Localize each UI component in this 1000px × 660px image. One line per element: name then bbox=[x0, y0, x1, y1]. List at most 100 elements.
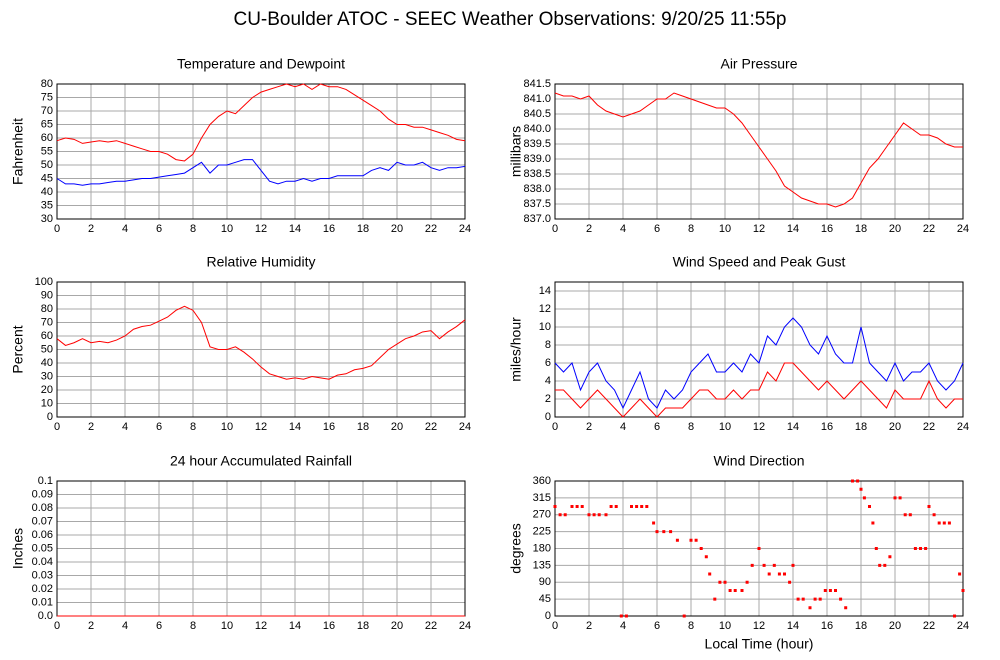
point bbox=[723, 580, 727, 584]
y-tick-label: 0.02 bbox=[32, 583, 53, 595]
point bbox=[924, 547, 928, 550]
y-tick-label: 4 bbox=[545, 375, 551, 387]
point bbox=[750, 563, 754, 567]
point bbox=[570, 505, 574, 508]
y-tick-label: 0.04 bbox=[32, 556, 53, 568]
x-tick-label: 18 bbox=[855, 620, 867, 632]
point bbox=[828, 589, 832, 592]
y-tick-label: 30 bbox=[41, 213, 53, 225]
y-tick-label: 837.5 bbox=[523, 198, 551, 210]
x-tick-label: 8 bbox=[688, 620, 694, 632]
series-line bbox=[56, 83, 466, 162]
plot-frame bbox=[554, 83, 964, 220]
plot-frame bbox=[554, 281, 964, 418]
x-tick-label: 22 bbox=[425, 223, 437, 235]
point bbox=[813, 597, 817, 601]
plot-frame bbox=[56, 281, 466, 418]
point bbox=[961, 589, 965, 592]
x-tick-label: 12 bbox=[255, 620, 267, 632]
point bbox=[614, 505, 618, 508]
point bbox=[947, 521, 951, 525]
x-tick-label: 14 bbox=[289, 223, 301, 235]
x-tick-label: 12 bbox=[753, 620, 765, 632]
y-tick-label: 80 bbox=[41, 303, 53, 315]
y-tick-label: 840.5 bbox=[523, 108, 551, 120]
x-tick-label: 0 bbox=[54, 421, 60, 433]
x-tick-label: 0 bbox=[54, 223, 60, 235]
x-tick-label: 18 bbox=[357, 421, 369, 433]
point bbox=[777, 572, 781, 576]
point bbox=[856, 479, 860, 483]
x-tick-label: 14 bbox=[787, 421, 799, 433]
panel-title: Air Pressure bbox=[720, 56, 797, 72]
panel-title: Wind Speed and Peak Gust bbox=[673, 254, 846, 270]
x-tick-label: 8 bbox=[688, 223, 694, 235]
y-tick-label: 10 bbox=[41, 397, 53, 409]
y-tick-label: 50 bbox=[41, 159, 53, 171]
panel-title: Relative Humidity bbox=[207, 254, 316, 270]
y-tick-label: 0 bbox=[545, 411, 551, 423]
point bbox=[645, 505, 649, 508]
x-tick-label: 14 bbox=[289, 620, 301, 632]
x-tick-label: 10 bbox=[221, 421, 233, 433]
y-tick-label: 50 bbox=[41, 343, 53, 355]
point bbox=[913, 547, 917, 550]
point bbox=[624, 614, 628, 618]
point bbox=[772, 563, 776, 567]
y-tick-label: 840.0 bbox=[523, 123, 551, 135]
y-tick-label: 838.0 bbox=[523, 183, 551, 195]
x-tick-label: 20 bbox=[391, 223, 403, 235]
y-tick-label: 20 bbox=[41, 384, 53, 396]
x-tick-label: 2 bbox=[586, 421, 592, 433]
point bbox=[893, 496, 897, 500]
point bbox=[694, 538, 698, 542]
y-tick-label: 55 bbox=[41, 145, 53, 157]
y-tick-label: 40 bbox=[41, 186, 53, 198]
y-tick-label: 60 bbox=[41, 330, 53, 342]
point bbox=[883, 563, 887, 567]
point bbox=[898, 496, 902, 500]
x-tick-label: 20 bbox=[391, 620, 403, 632]
point bbox=[708, 572, 712, 576]
x-tick-label: 6 bbox=[654, 620, 660, 632]
y-axis-label: millibars bbox=[508, 126, 524, 177]
point bbox=[868, 505, 871, 508]
x-axis-label: Local Time (hour) bbox=[705, 636, 814, 652]
y-tick-label: 135 bbox=[533, 559, 551, 571]
page-title: CU-Boulder ATOC - SEEC Weather Observati… bbox=[233, 9, 786, 30]
y-tick-label: 0.0 bbox=[38, 610, 53, 622]
point bbox=[791, 563, 795, 567]
point bbox=[767, 572, 771, 576]
y-tick-label: 837.0 bbox=[523, 213, 551, 225]
point bbox=[728, 589, 732, 592]
x-tick-label: 16 bbox=[821, 223, 833, 235]
y-tick-label: 70 bbox=[41, 105, 53, 117]
y-tick-label: 0.06 bbox=[32, 529, 53, 541]
x-tick-label: 2 bbox=[586, 620, 592, 632]
x-tick-label: 10 bbox=[719, 620, 731, 632]
point bbox=[713, 597, 717, 601]
x-tick-label: 6 bbox=[156, 421, 162, 433]
x-tick-label: 16 bbox=[323, 421, 335, 433]
y-tick-label: 0.1 bbox=[38, 475, 53, 487]
x-tick-label: 24 bbox=[957, 223, 969, 235]
point bbox=[597, 513, 601, 517]
y-tick-label: 2 bbox=[545, 393, 551, 405]
series-line bbox=[56, 159, 466, 186]
x-tick-label: 4 bbox=[620, 620, 626, 632]
point bbox=[932, 513, 936, 517]
x-tick-label: 24 bbox=[957, 421, 969, 433]
x-tick-label: 18 bbox=[357, 223, 369, 235]
point bbox=[580, 505, 584, 508]
x-tick-label: 6 bbox=[156, 620, 162, 632]
y-tick-label: 841.0 bbox=[523, 93, 551, 105]
y-tick-label: 90 bbox=[539, 576, 551, 588]
point bbox=[937, 521, 941, 525]
x-tick-label: 0 bbox=[54, 620, 60, 632]
y-tick-label: 10 bbox=[539, 321, 551, 333]
y-axis-label: Inches bbox=[10, 528, 26, 569]
x-tick-label: 10 bbox=[221, 223, 233, 235]
x-tick-label: 4 bbox=[620, 223, 626, 235]
plot-frame bbox=[56, 83, 466, 220]
